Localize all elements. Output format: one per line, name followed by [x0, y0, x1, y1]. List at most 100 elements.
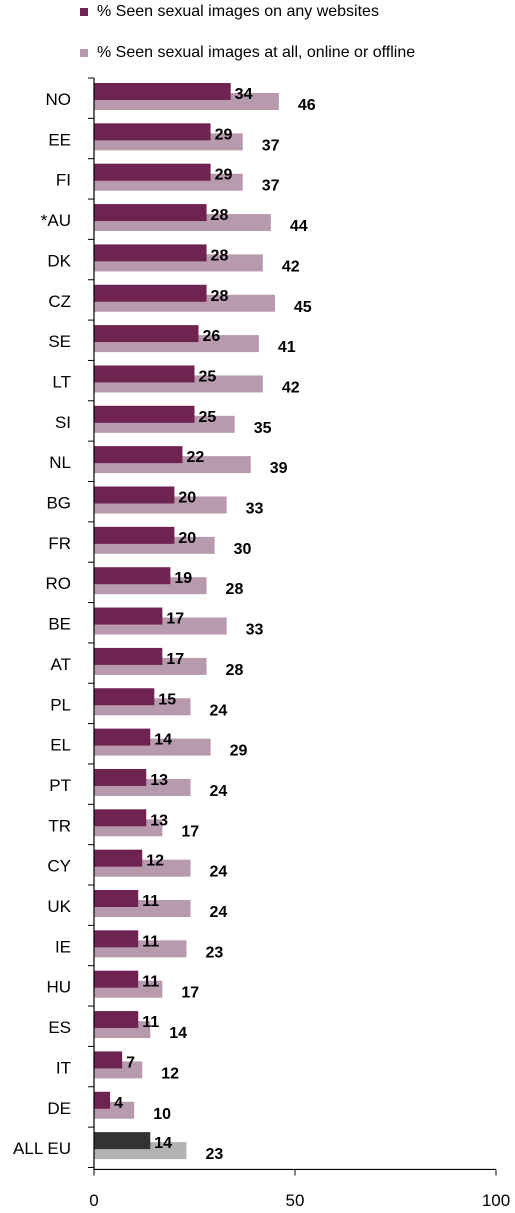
data-label-all-18: 17	[181, 823, 199, 840]
data-label-websites-7: 25	[199, 368, 217, 385]
data-label-all-17: 24	[209, 783, 227, 800]
category-label-11: FR	[48, 534, 71, 553]
data-label-all-15: 24	[209, 702, 227, 719]
data-label-websites-14: 17	[166, 651, 184, 668]
bar-websites-1	[94, 123, 211, 141]
bar-websites-17	[94, 768, 147, 786]
bar-websites-18	[94, 809, 147, 827]
data-label-websites-1: 29	[215, 126, 233, 143]
data-label-all-14: 28	[226, 662, 244, 679]
bar-websites-3	[94, 204, 207, 222]
data-label-websites-6: 26	[203, 328, 221, 345]
bar-websites-5	[94, 284, 207, 302]
data-label-all-8: 35	[254, 420, 272, 437]
data-label-all-13: 33	[246, 622, 264, 639]
data-label-websites-15: 15	[158, 691, 176, 708]
category-label-15: PL	[50, 695, 71, 714]
data-label-all-7: 42	[282, 379, 300, 396]
data-label-websites-24: 7	[126, 1054, 135, 1071]
data-label-all-21: 23	[205, 944, 223, 961]
category-label-17: PT	[49, 776, 71, 795]
data-label-websites-20: 11	[142, 893, 159, 910]
data-label-websites-9: 22	[186, 449, 204, 466]
data-label-websites-5: 28	[211, 288, 229, 305]
data-label-websites-11: 20	[178, 530, 196, 547]
bar-websites-20	[94, 890, 139, 907]
bar-websites-15	[94, 688, 155, 706]
x-tick-label-1: 50	[286, 1191, 305, 1210]
data-label-all-2: 37	[262, 178, 280, 195]
data-label-websites-16: 14	[154, 732, 172, 749]
data-label-all-23: 14	[169, 1025, 187, 1042]
data-label-all-6: 41	[278, 339, 296, 356]
bar-websites-7	[94, 365, 195, 383]
bar-websites-19	[94, 849, 143, 867]
bar-websites-25	[94, 1091, 111, 1109]
x-tick-label-0: 0	[89, 1191, 98, 1210]
data-label-websites-23: 11	[142, 1014, 159, 1031]
data-label-all-24: 12	[161, 1065, 179, 1082]
data-label-websites-25: 4	[114, 1095, 123, 1112]
data-label-all-11: 30	[234, 541, 252, 558]
data-label-websites-21: 11	[142, 933, 159, 950]
category-label-20: UK	[47, 897, 71, 916]
category-label-25: DE	[47, 1099, 71, 1118]
data-label-websites-0: 34	[235, 86, 253, 103]
data-label-all-22: 17	[181, 985, 199, 1002]
bar-websites-8	[94, 405, 195, 423]
bar-websites-10	[94, 486, 175, 504]
category-label-5: CZ	[48, 292, 71, 311]
bar-websites-6	[94, 325, 199, 343]
bar-websites-0	[94, 83, 231, 100]
category-label-14: AT	[51, 655, 71, 674]
category-label-3: *AU	[41, 211, 71, 230]
category-label-26: ALL EU	[13, 1139, 71, 1158]
bar-websites-22	[94, 970, 139, 988]
category-label-6: SE	[48, 332, 71, 351]
data-label-all-12: 28	[226, 581, 244, 598]
bar-websites-16	[94, 728, 151, 746]
bar-websites-23	[94, 1011, 139, 1029]
data-label-websites-18: 13	[150, 812, 168, 829]
data-label-websites-3: 28	[211, 207, 229, 224]
data-label-websites-22: 11	[142, 974, 159, 991]
category-label-10: BG	[46, 494, 71, 513]
legend-label-websites: % Seen sexual images on any websites	[97, 3, 379, 20]
category-label-16: EL	[50, 736, 71, 755]
category-label-18: TR	[48, 816, 71, 835]
data-label-all-16: 29	[230, 743, 248, 760]
data-label-all-20: 24	[209, 904, 227, 921]
data-label-all-10: 33	[246, 501, 264, 518]
data-label-all-3: 44	[290, 218, 308, 235]
category-label-13: BE	[48, 615, 71, 634]
category-label-2: FI	[56, 171, 71, 190]
data-label-websites-2: 29	[215, 167, 233, 184]
data-label-all-9: 39	[270, 460, 288, 477]
bar-websites-24	[94, 1051, 123, 1069]
category-label-24: IT	[56, 1058, 71, 1077]
data-label-all-26: 23	[205, 1146, 223, 1163]
data-label-websites-4: 28	[211, 247, 229, 264]
data-label-websites-17: 13	[150, 772, 168, 789]
category-label-22: HU	[46, 978, 71, 997]
category-label-0: NO	[46, 90, 72, 109]
legend-swatch-websites	[80, 8, 88, 16]
category-label-7: LT	[52, 372, 71, 391]
legend-swatch-all	[80, 49, 88, 57]
bar-websites-9	[94, 446, 183, 464]
category-label-8: SI	[55, 413, 71, 432]
category-label-21: IE	[55, 937, 71, 956]
bar-websites-4	[94, 244, 207, 262]
category-label-23: ES	[48, 1018, 71, 1037]
bar-websites-2	[94, 163, 211, 181]
bar-websites-21	[94, 930, 139, 948]
data-label-all-1: 37	[262, 137, 280, 154]
data-label-websites-10: 20	[178, 490, 196, 507]
data-label-all-25: 10	[153, 1106, 171, 1123]
bar-websites-26	[94, 1132, 151, 1150]
category-label-9: NL	[49, 453, 71, 472]
bar-websites-11	[94, 526, 175, 544]
data-label-all-5: 45	[294, 299, 312, 316]
bar-websites-12	[94, 567, 171, 585]
